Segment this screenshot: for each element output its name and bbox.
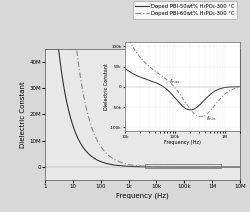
Doped PBI-60wt% H₃PO₄-300 °C (238, 166, 242, 168)
Doped PBI-50wt% H₃PO₄-300 °C (238, 166, 242, 168)
Doped PBI-50wt% H₃PO₄-300 °C (122, 165, 125, 167)
Doped PBI-50wt% H₃PO₄-300 °C (199, 166, 202, 168)
Doped PBI-60wt% H₃PO₄-300 °C (178, 166, 180, 168)
Doped PBI-50wt% H₃PO₄-300 °C (196, 166, 198, 168)
Text: $f_{\rm max}$: $f_{\rm max}$ (169, 77, 180, 85)
Text: $f_{\rm min}$: $f_{\rm min}$ (206, 115, 217, 124)
X-axis label: Frequency (Hz): Frequency (Hz) (116, 192, 169, 199)
Doped PBI-60wt% H₃PO₄-300 °C (130, 163, 132, 166)
Doped PBI-60wt% H₃PO₄-300 °C (122, 162, 125, 165)
Doped PBI-60wt% H₃PO₄-300 °C (196, 166, 198, 168)
Legend: Doped PBI-50wt% H₃PO₄-300 °C, Doped PBI-60wt% H₃PO₄-300 °C: Doped PBI-50wt% H₃PO₄-300 °C, Doped PBI-… (133, 1, 237, 19)
Doped PBI-60wt% H₃PO₄-300 °C (199, 166, 202, 168)
Doped PBI-50wt% H₃PO₄-300 °C (178, 166, 180, 168)
Doped PBI-60wt% H₃PO₄-300 °C (64, 47, 66, 50)
Bar (145, 164, 220, 168)
Doped PBI-50wt% H₃PO₄-300 °C (130, 165, 132, 168)
Line: Doped PBI-50wt% H₃PO₄-300 °C: Doped PBI-50wt% H₃PO₄-300 °C (45, 49, 240, 167)
Doped PBI-50wt% H₃PO₄-300 °C (44, 47, 46, 50)
Line: Doped PBI-60wt% H₃PO₄-300 °C: Doped PBI-60wt% H₃PO₄-300 °C (45, 49, 240, 167)
Doped PBI-50wt% H₃PO₄-300 °C (64, 92, 66, 94)
X-axis label: Frequency (Hz): Frequency (Hz) (164, 140, 201, 145)
Y-axis label: Dielectric Constant: Dielectric Constant (104, 63, 108, 110)
Y-axis label: Dielectric Constant: Dielectric Constant (20, 81, 26, 148)
Doped PBI-60wt% H₃PO₄-300 °C (44, 47, 46, 50)
